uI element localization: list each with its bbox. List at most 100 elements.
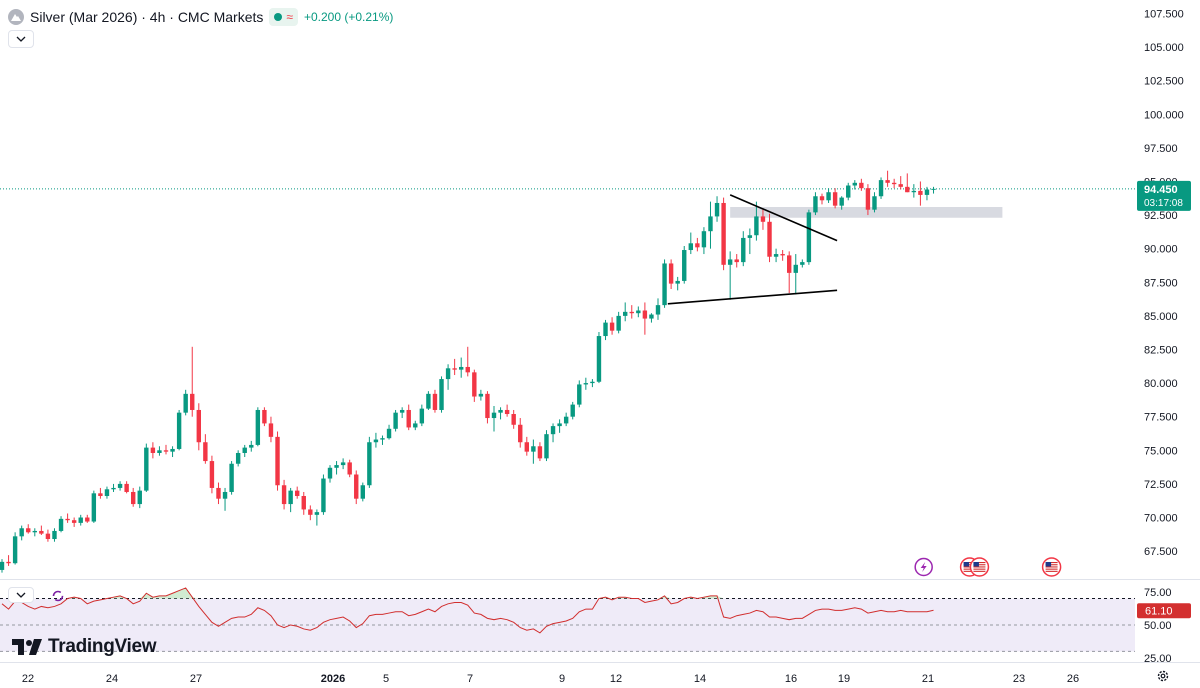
candle — [741, 231, 746, 267]
candle-body — [137, 490, 142, 505]
candle-body — [235, 452, 241, 464]
candle-body — [209, 461, 215, 488]
candle-body — [360, 485, 365, 499]
candle-body — [52, 530, 57, 540]
legend-collapse-button[interactable] — [8, 30, 34, 48]
candle-body — [885, 180, 890, 183]
candle-body — [708, 216, 713, 232]
candle-body — [491, 412, 497, 419]
lightning-event-icon[interactable] — [914, 557, 933, 577]
candle-body — [905, 186, 910, 193]
market-status-badge[interactable]: ≈ — [269, 8, 298, 26]
candle — [163, 444, 169, 455]
rsi-collapse-button[interactable] — [8, 587, 34, 603]
price-axis-label: 67.500 — [1144, 546, 1178, 558]
candle — [701, 227, 707, 255]
flag-stripe — [1045, 570, 1058, 572]
tradingview-logo-icon — [12, 639, 42, 655]
candle — [413, 420, 418, 431]
candle — [662, 259, 667, 308]
price-axis-label: 85.000 — [1144, 311, 1178, 323]
candle — [616, 311, 621, 334]
gear-icon[interactable] — [1156, 669, 1170, 683]
flag-stripe — [1045, 562, 1058, 564]
candle — [557, 419, 562, 433]
candle — [891, 178, 897, 189]
price-axis-label: 87.500 — [1144, 277, 1178, 289]
candle-body — [163, 450, 169, 452]
candle-body — [0, 561, 5, 570]
candle — [176, 409, 182, 451]
candle — [131, 487, 136, 507]
candle-body — [452, 368, 457, 370]
candle — [911, 184, 917, 198]
candle-body — [104, 489, 110, 497]
candle-body — [111, 487, 116, 490]
candle-body — [485, 393, 490, 419]
candle-body — [6, 561, 11, 564]
price-pane[interactable] — [0, 170, 1135, 577]
symbol-legend[interactable]: Silver (Mar 2026) · 4h · CMC Markets ≈ +… — [8, 6, 393, 28]
candle-body — [58, 518, 64, 531]
candle — [78, 514, 83, 526]
candle-body — [511, 414, 516, 425]
candle-body — [852, 182, 857, 186]
candle — [255, 407, 261, 447]
rsi-axis-label: 25.00 — [1144, 653, 1172, 665]
candle — [281, 479, 287, 510]
candle — [544, 430, 549, 462]
candle-body — [472, 372, 477, 397]
candle-body — [806, 212, 812, 263]
candle-body — [760, 216, 766, 222]
candle — [865, 184, 871, 216]
us-flag-event-icon-3[interactable] — [1041, 557, 1062, 577]
candle-body — [314, 512, 320, 515]
rsi-overbought-fill — [2, 587, 934, 599]
candle-body — [504, 409, 510, 415]
tradingview-logo[interactable]: TradingView — [12, 636, 157, 658]
candle-body — [203, 442, 208, 462]
candle-body — [603, 322, 608, 337]
candle-body — [413, 423, 418, 428]
candle-body — [216, 487, 221, 499]
candle — [649, 313, 654, 323]
flag-canton — [963, 562, 970, 567]
price-axis-label: 70.000 — [1144, 513, 1178, 525]
flag-stripe — [1045, 568, 1058, 570]
candle-body — [144, 447, 149, 491]
price-tag-value: 94.450 — [1144, 184, 1178, 196]
candle-body — [918, 190, 923, 195]
price-axis-label: 72.500 — [1144, 479, 1178, 491]
candle-body — [550, 426, 556, 435]
candle — [846, 182, 851, 201]
rsi-tag-box — [1137, 603, 1191, 619]
us-flag-event-icon-2[interactable] — [969, 557, 990, 577]
symbol-title[interactable]: Silver (Mar 2026) · 4h · CMC Markets — [30, 9, 264, 25]
candle-body — [459, 366, 464, 370]
candle — [386, 424, 392, 440]
candle-body — [865, 188, 871, 210]
lightning-bolt — [920, 562, 927, 572]
time-axis-label: 12 — [610, 673, 622, 685]
candle-body — [19, 528, 24, 537]
candle-body — [714, 202, 720, 217]
candle — [813, 192, 818, 216]
candle — [452, 358, 457, 376]
market-open-icon — [274, 13, 283, 21]
candle-body — [655, 305, 661, 315]
chevron-down-icon — [16, 36, 26, 42]
candle-body — [170, 448, 175, 452]
flag-stripe — [973, 566, 986, 568]
candle — [340, 458, 346, 470]
time-axis-label: 22 — [22, 673, 34, 685]
candle-body — [249, 444, 254, 448]
candle — [52, 528, 57, 542]
time-axis-label: 14 — [694, 673, 706, 685]
candle — [596, 332, 602, 384]
time-axis-label: 7 — [467, 673, 473, 685]
flag-stripe — [963, 566, 976, 568]
price-axis-label: 92.500 — [1144, 210, 1178, 222]
rsi-pane[interactable] — [0, 587, 1135, 652]
price-tag-box — [1137, 180, 1191, 211]
